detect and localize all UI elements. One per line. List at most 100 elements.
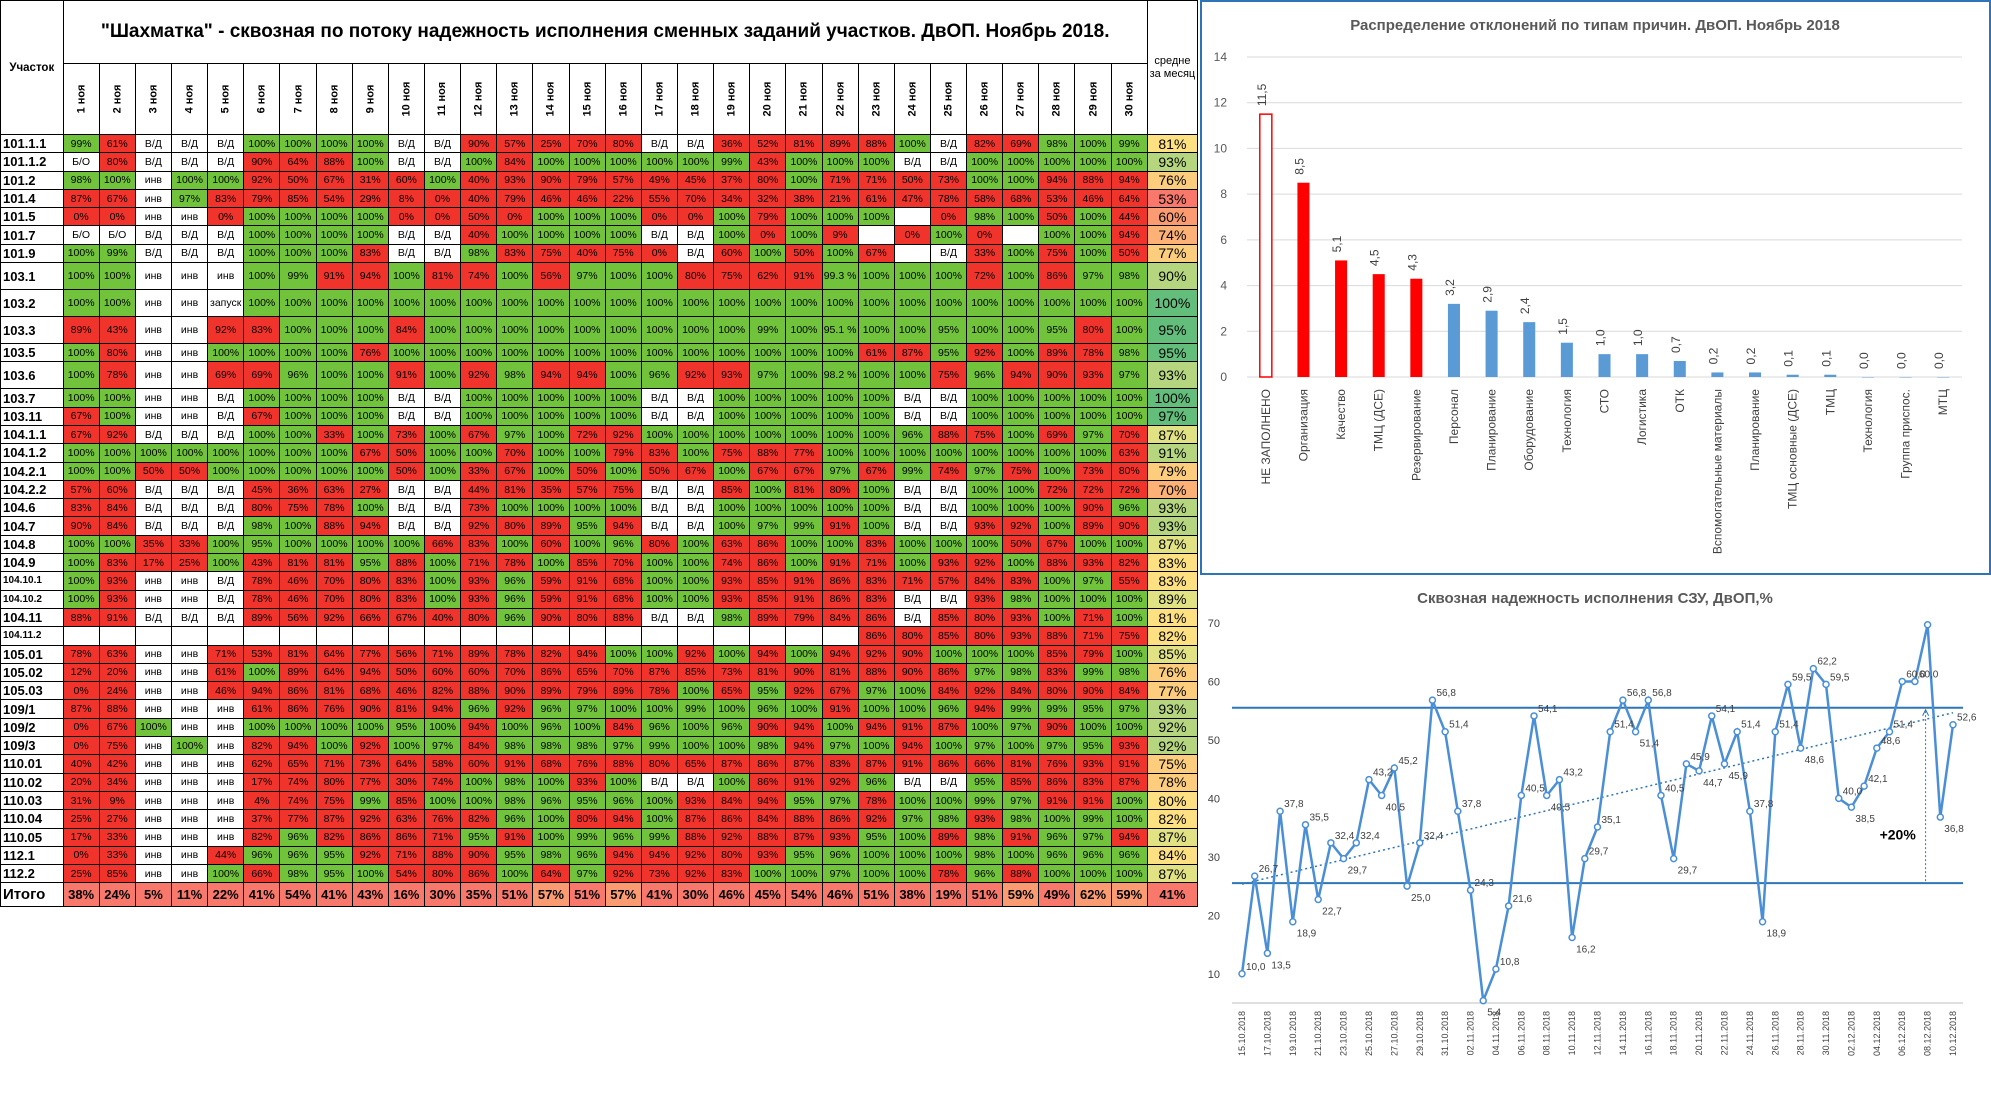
table-cell: 88% bbox=[676, 827, 715, 847]
table-cell: 92% bbox=[460, 361, 498, 390]
table-cell: 96% bbox=[640, 361, 678, 390]
day-header: 3 ноя bbox=[134, 63, 172, 135]
table-cell: 50% bbox=[1002, 534, 1040, 555]
table-cell: 73% bbox=[929, 170, 968, 190]
data-label: 37,8 bbox=[1462, 799, 1482, 810]
data-label: 51,4 bbox=[1894, 720, 1914, 731]
table-cell: 99% bbox=[1074, 809, 1112, 829]
table-cell: 70% bbox=[568, 133, 606, 154]
table-cell: 92% bbox=[785, 681, 823, 701]
table-cell: 100% bbox=[351, 864, 389, 884]
table-cell: 80% bbox=[496, 516, 534, 536]
table-cell: 100% bbox=[243, 243, 281, 264]
table-cell: 77% bbox=[351, 772, 389, 792]
avg-cell: 82% bbox=[1146, 809, 1199, 829]
table-cell: 100% bbox=[713, 736, 751, 756]
table-cell: 33% bbox=[315, 424, 353, 445]
table-cell: 80% bbox=[243, 498, 281, 518]
table-cell: 80% bbox=[1110, 461, 1148, 481]
table-cell: 90% bbox=[1074, 498, 1112, 518]
table-cell: 100% bbox=[1002, 553, 1040, 573]
y-tick-label: 10 bbox=[1208, 969, 1220, 981]
table-cell: 97% bbox=[1110, 361, 1148, 390]
avg-cell: 93% bbox=[1146, 516, 1199, 536]
table-cell: 100% bbox=[1002, 498, 1040, 518]
table-cell: В/Д bbox=[423, 243, 462, 264]
table-cell: 94% bbox=[966, 699, 1004, 719]
table-cell: 100% bbox=[929, 736, 968, 756]
table-cell: 100% bbox=[604, 644, 642, 664]
data-label: 24,3 bbox=[1475, 878, 1495, 889]
row-label: 104.2.2 bbox=[0, 479, 64, 500]
table-cell: 100% bbox=[243, 662, 281, 683]
table-cell: 92% bbox=[496, 699, 534, 719]
table-cell: 100% bbox=[1038, 864, 1076, 884]
table-cell: В/Д bbox=[387, 479, 425, 500]
table-cell: инв bbox=[170, 644, 209, 664]
table-cell: 96% bbox=[568, 845, 606, 866]
table-cell: 100% bbox=[966, 406, 1004, 426]
table-cell: 100% bbox=[243, 461, 281, 481]
table-cell: 60% bbox=[387, 170, 425, 190]
table-cell: 91% bbox=[496, 754, 534, 774]
data-point bbox=[1454, 807, 1462, 815]
table-cell: 100% bbox=[423, 589, 462, 609]
table-cell: инв bbox=[170, 809, 209, 829]
table-cell: 100% bbox=[676, 534, 715, 555]
data-label: 62,2 bbox=[1817, 657, 1837, 668]
x-tick-label: 21.10.2018 bbox=[1313, 1011, 1323, 1056]
table-cell: 55% bbox=[640, 188, 678, 209]
table-cell: 82% bbox=[315, 827, 353, 847]
table-cell: 78% bbox=[1074, 343, 1112, 363]
table-cell: 100% bbox=[929, 644, 968, 664]
table-cell: 78% bbox=[929, 864, 968, 884]
table-cell: 75% bbox=[315, 790, 353, 811]
table-cell: 8% bbox=[387, 188, 425, 209]
table-cell: 96% bbox=[1110, 498, 1148, 518]
data-point bbox=[1250, 872, 1259, 880]
table-cell: инв bbox=[207, 827, 245, 847]
table-cell: 100% bbox=[893, 262, 931, 291]
table-cell: 94% bbox=[749, 644, 787, 664]
table-cell: В/Д bbox=[893, 406, 931, 426]
table-cell: 59% bbox=[532, 589, 570, 609]
table-cell: 100% bbox=[315, 316, 353, 345]
total-cell: 59% bbox=[1110, 882, 1148, 908]
table-cell: 100% bbox=[1074, 864, 1112, 884]
bar-value-label: 4,3 bbox=[1405, 254, 1419, 271]
table-cell: 100% bbox=[423, 170, 462, 190]
bar-value-label: 2,9 bbox=[1481, 286, 1495, 303]
table-cell: 0% bbox=[423, 188, 462, 209]
table-cell: 99% bbox=[785, 516, 823, 536]
table-cell: 92% bbox=[966, 681, 1004, 701]
table-cell: 86% bbox=[460, 864, 498, 884]
y-tick-label: 14 bbox=[1214, 50, 1228, 64]
data-label: 29,7 bbox=[1678, 866, 1698, 877]
table-cell: 100% bbox=[315, 534, 353, 555]
table-cell: 100% bbox=[98, 461, 136, 481]
table-cell: 100% bbox=[857, 516, 895, 536]
table-cell: 100% bbox=[604, 388, 642, 408]
table-cell: В/Д bbox=[640, 772, 678, 792]
table-cell bbox=[713, 626, 751, 646]
x-tick-label: 12.11.2018 bbox=[1593, 1011, 1603, 1055]
table-cell: 95.1 % bbox=[821, 316, 859, 345]
table-cell: 91% bbox=[568, 589, 606, 609]
table-cell: 91% bbox=[1002, 827, 1040, 847]
table-cell: 100% bbox=[1038, 589, 1076, 609]
table-cell: 56% bbox=[387, 644, 425, 664]
table-cell: 100% bbox=[243, 225, 281, 245]
table-cell: 76% bbox=[315, 699, 353, 719]
table-cell: 97% bbox=[170, 188, 209, 209]
table-cell: 100% bbox=[929, 534, 968, 555]
avg-cell: 85% bbox=[1146, 644, 1199, 664]
table-cell: 44% bbox=[207, 845, 245, 866]
table-cell: 0% bbox=[98, 207, 136, 227]
table-cell: инв bbox=[134, 170, 172, 190]
row-label: 104.8 bbox=[0, 534, 64, 555]
row-label: 103.5 bbox=[0, 343, 64, 363]
row-label: 104.11 bbox=[0, 607, 64, 628]
table-cell: 70% bbox=[676, 188, 715, 209]
table-cell: 100% bbox=[893, 361, 931, 390]
table-cell: 100% bbox=[423, 571, 462, 591]
